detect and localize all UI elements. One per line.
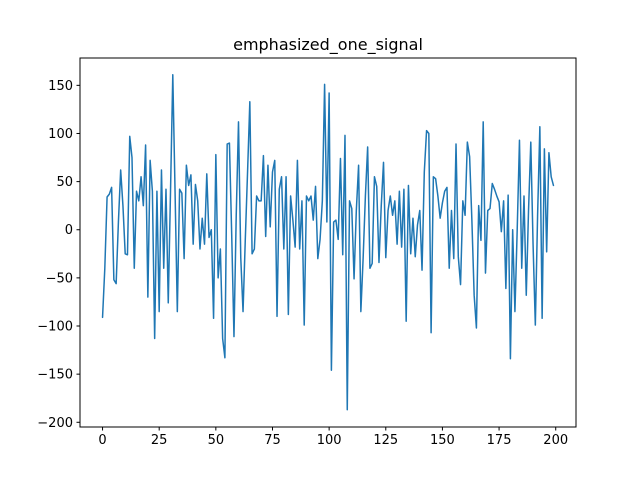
y-tick-label: 0 xyxy=(65,223,73,238)
x-tick-label: 200 xyxy=(543,433,568,448)
y-tick-label: −100 xyxy=(37,320,73,335)
x-tick-label: 175 xyxy=(487,433,512,448)
y-tick-label: −200 xyxy=(37,416,73,431)
signal-line xyxy=(101,74,555,411)
y-tick-label: 150 xyxy=(48,79,73,94)
x-tick-label: 25 xyxy=(151,433,168,448)
x-tick-label: 75 xyxy=(264,433,281,448)
y-tick-label: 100 xyxy=(48,127,73,142)
x-tick-label: 125 xyxy=(373,433,398,448)
y-tick-label: −150 xyxy=(37,368,73,383)
x-tick-label: 150 xyxy=(430,433,455,448)
x-tick-label: 100 xyxy=(317,433,342,448)
axes-spines xyxy=(79,57,577,428)
y-tick-label: −50 xyxy=(46,271,73,286)
x-tick-label: 0 xyxy=(98,433,106,448)
chart-title: emphasized_one_signal xyxy=(233,35,423,54)
x-tick-label: 50 xyxy=(208,433,225,448)
y-tick-label: 50 xyxy=(56,175,73,190)
